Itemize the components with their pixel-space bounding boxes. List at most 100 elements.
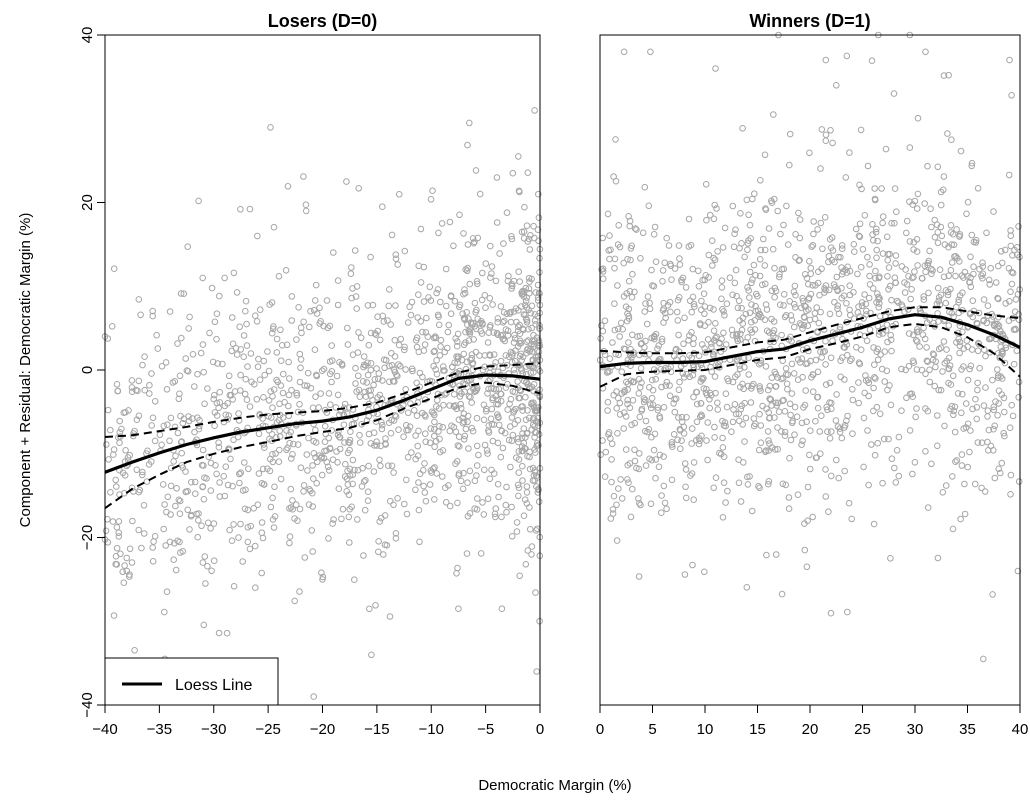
scatter-point [748, 507, 756, 515]
scatter-point [832, 283, 839, 291]
scatter-point [504, 406, 512, 413]
scatter-point [651, 430, 659, 438]
scatter-point [827, 127, 834, 134]
scatter-point [745, 354, 752, 362]
scatter-point [517, 337, 524, 345]
scatter-point [654, 345, 661, 353]
scatter-point [762, 363, 770, 370]
scatter-point [392, 535, 400, 542]
scatter-point [967, 427, 974, 434]
scatter-point [892, 252, 900, 259]
scatter-point [471, 388, 479, 396]
scatter-point [278, 342, 286, 349]
scatter-point [720, 329, 727, 337]
scatter-point [511, 420, 519, 428]
scatter-point [225, 445, 232, 453]
scatter-point [767, 396, 775, 403]
scatter-point [782, 365, 790, 372]
scatter-point [812, 282, 819, 289]
scatter-point [436, 448, 444, 456]
scatter-point [809, 242, 817, 249]
scatter-point [980, 316, 988, 324]
scatter-point [202, 580, 209, 587]
scatter-point [312, 439, 320, 446]
scatter-point [768, 315, 775, 323]
scatter-point [970, 307, 978, 315]
scatter-point [887, 336, 895, 344]
scatter-point [628, 293, 636, 301]
scatter-point [646, 305, 654, 313]
scatter-point [913, 236, 921, 243]
scatter-point [637, 340, 645, 348]
scatter-point [477, 550, 485, 557]
scatter-point [230, 269, 238, 277]
scatter-point [922, 448, 929, 455]
scatter-point [338, 515, 345, 523]
scatter-point [298, 329, 305, 337]
scatter-point [515, 268, 523, 276]
scatter-point [362, 477, 369, 484]
scatter-point [806, 451, 813, 459]
scatter-point [133, 466, 140, 474]
scatter-point [627, 513, 635, 521]
scatter-point [471, 323, 479, 330]
scatter-point [704, 336, 712, 343]
scatter-point [887, 401, 895, 409]
scatter-point [675, 386, 683, 394]
scatter-point [763, 306, 771, 313]
scatter-point [502, 384, 510, 391]
scatter-point [614, 241, 622, 248]
scatter-point [626, 288, 634, 295]
scatter-point [236, 470, 243, 478]
scatter-point [734, 304, 742, 312]
scatter-point [891, 185, 899, 192]
scatter-point [964, 198, 972, 206]
scatter-point [999, 347, 1006, 355]
scatter-point [714, 399, 721, 407]
scatter-point [336, 434, 344, 441]
scatter-point [411, 407, 418, 414]
scatter-point [309, 462, 316, 469]
scatter-point [644, 293, 652, 300]
scatter-point [948, 259, 956, 266]
scatter-point [404, 409, 412, 417]
scatter-point [701, 345, 708, 352]
scatter-point [947, 222, 955, 229]
scatter-point [481, 352, 489, 359]
scatter-point [476, 320, 484, 327]
scatter-point [858, 299, 866, 306]
scatter-point [626, 404, 634, 412]
scatter-point [128, 384, 136, 391]
scatter-point [532, 429, 540, 436]
scatter-point [286, 505, 293, 512]
scatter-point [433, 289, 440, 297]
scatter-point [700, 290, 708, 298]
scatter-point [985, 426, 993, 434]
scatter-point [693, 418, 701, 426]
scatter-point [827, 609, 835, 617]
scatter-point [310, 475, 317, 483]
scatter-point [934, 554, 942, 562]
scatter-point [777, 230, 784, 238]
scatter-point [139, 468, 146, 476]
scatter-point [131, 427, 138, 435]
scatter-point [818, 412, 825, 420]
scatter-point [625, 277, 633, 285]
scatter-point [814, 329, 822, 336]
scatter-point [535, 366, 542, 373]
scatter-point [520, 439, 528, 447]
scatter-point [744, 382, 752, 390]
scatter-point [248, 378, 255, 386]
scatter-point [490, 351, 498, 358]
scatter-point [324, 463, 332, 471]
scatter-point [736, 245, 743, 252]
scatter-point [427, 297, 435, 304]
scatter-point [424, 333, 432, 341]
scatter-point [535, 190, 542, 198]
scatter-point [635, 375, 643, 383]
x-tick-label: −30 [201, 721, 226, 738]
scatter-point [164, 421, 171, 429]
scatter-point [390, 501, 397, 509]
scatter-point [814, 393, 822, 401]
scatter-point [597, 335, 604, 342]
